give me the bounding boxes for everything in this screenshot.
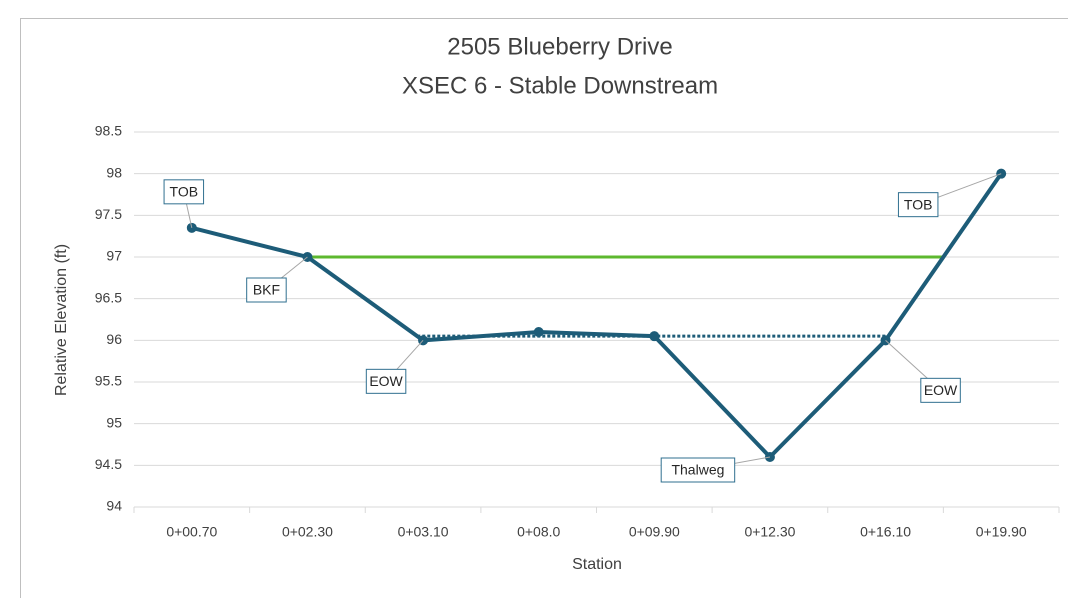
x-tick-label: 0+16.10 (860, 524, 911, 540)
y-axis-label: Relative Elevation (ft) (53, 244, 70, 396)
x-axis-label: Station (572, 556, 622, 573)
annotation-label: BKF (253, 282, 280, 298)
y-tick-label: 96.5 (95, 289, 122, 305)
annotation-label: EOW (369, 373, 403, 389)
y-tick-label: 94 (106, 498, 122, 514)
annotation-box (897, 192, 939, 218)
data-line (191, 172, 1003, 459)
y-tick-label: 98.5 (95, 123, 122, 139)
annotation-label: Thalweg (671, 462, 724, 478)
x-tick-label: 0+02.30 (282, 524, 333, 540)
y-tick-label: 95 (106, 414, 122, 430)
y-tick-label: 96 (106, 331, 122, 347)
data-point (649, 331, 660, 342)
chart-subtitle: XSEC 6 - Stable Downstream (402, 72, 718, 99)
annotation-box (163, 179, 205, 205)
y-tick-label: 97 (106, 248, 122, 264)
x-tick-label: 0+12.30 (744, 524, 795, 540)
x-tick-label: 0+00.70 (166, 524, 217, 540)
annotation-label: TOB (904, 196, 933, 212)
y-tick-label: 94.5 (95, 456, 122, 472)
annotation-label: EOW (924, 382, 958, 398)
annotation-label: TOB (170, 184, 199, 200)
x-tick-label: 0+09.90 (629, 524, 680, 540)
annotation-box (365, 368, 407, 394)
y-tick-label: 98 (106, 164, 122, 180)
annotation-box (246, 277, 287, 303)
chart-title: 2505 Blueberry Drive (447, 33, 672, 60)
x-tick-label: 0+03.10 (398, 524, 449, 540)
annotation-box (660, 457, 736, 483)
chart-border (20, 18, 1068, 598)
annotation-box (920, 377, 961, 403)
y-tick-label: 97.5 (95, 206, 122, 222)
x-tick-label: 0+08.0 (517, 524, 560, 540)
y-tick-label: 95.5 (95, 373, 122, 389)
data-point (533, 327, 544, 337)
x-tick-label: 0+19.90 (976, 524, 1027, 540)
